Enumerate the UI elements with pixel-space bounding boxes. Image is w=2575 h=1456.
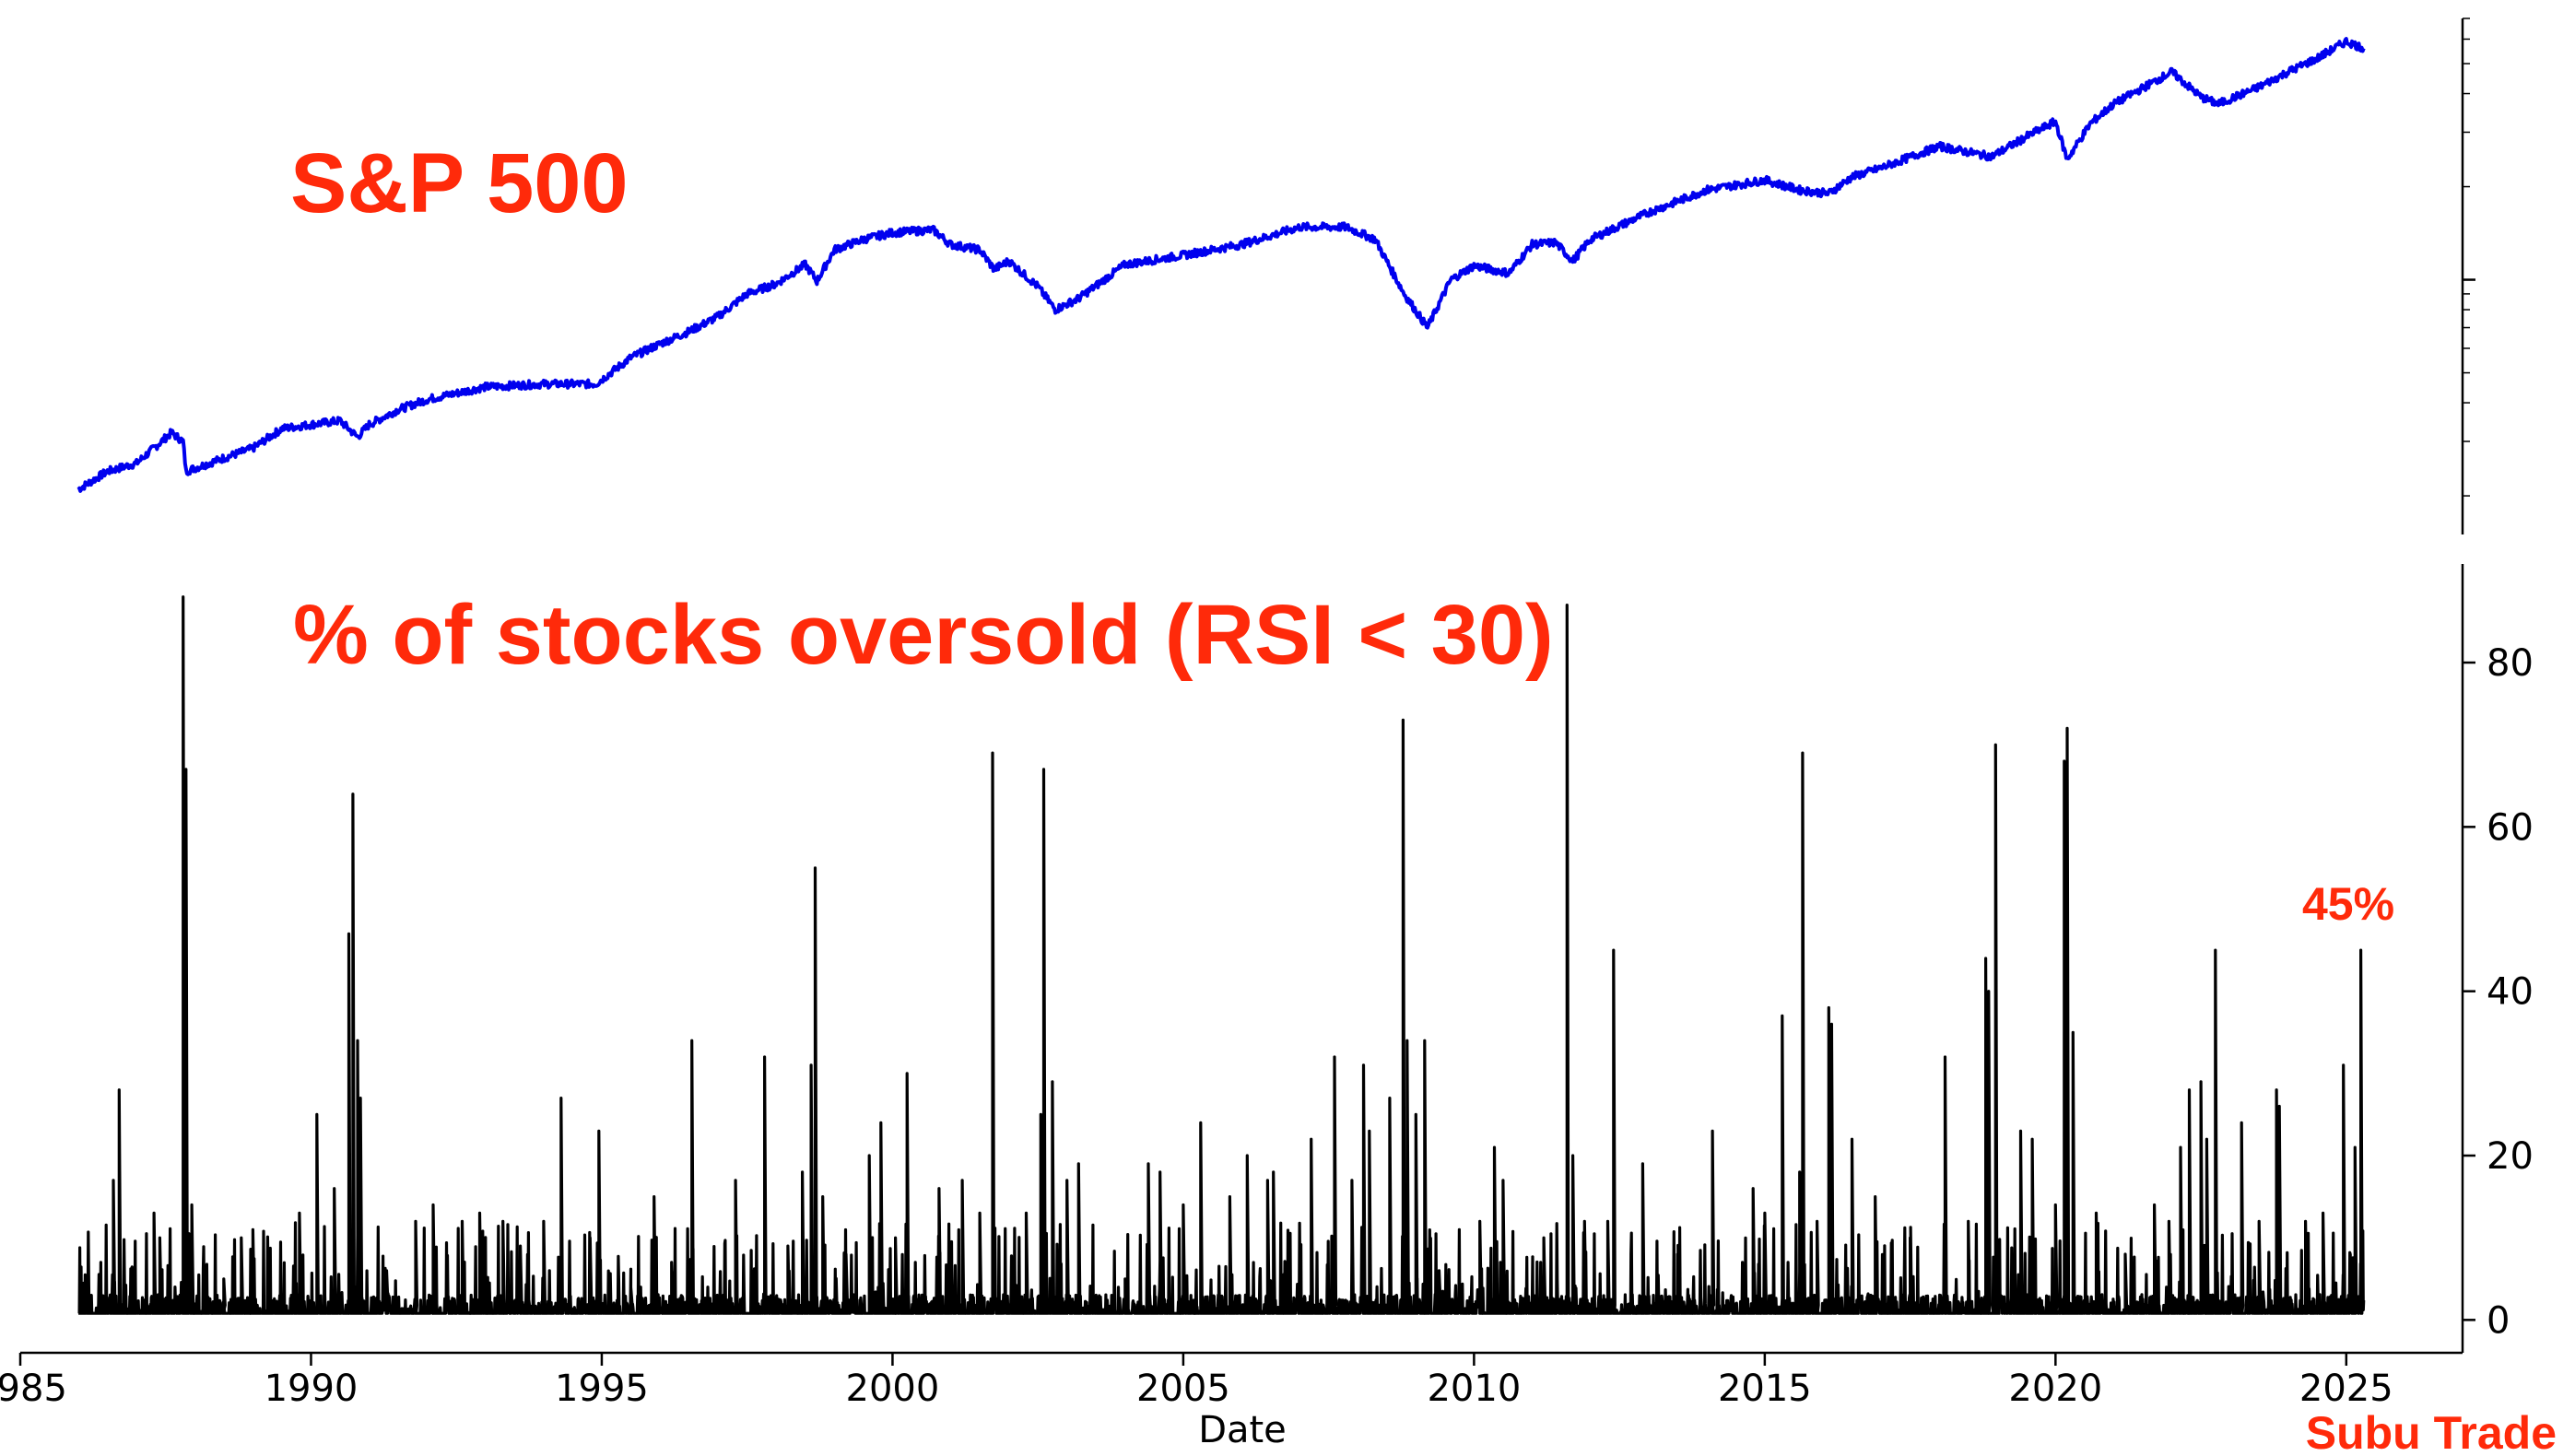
- y-tick-label: 0: [2487, 1299, 2510, 1342]
- y-tick-label: 60: [2487, 806, 2534, 849]
- y-tick-label: 20: [2487, 1135, 2534, 1178]
- x-tick-label: 2025: [2299, 1368, 2393, 1410]
- x-tick-label: 2000: [846, 1368, 940, 1410]
- sp500-panel: [76, 18, 2475, 534]
- x-tick-label: 2020: [2008, 1368, 2102, 1410]
- last-value-label: 45%: [2302, 878, 2394, 930]
- oversold-panel: 1985 1990 1995 2000 2005 2010 2015 2020 2025 0 20 4…: [0, 564, 2534, 1410]
- watermark: Subu Trade: [2306, 1407, 2557, 1456]
- y-tick-label: 80: [2487, 642, 2534, 685]
- x-tick-label: 2005: [1136, 1368, 1230, 1410]
- x-tick-label: 1995: [555, 1368, 649, 1410]
- x-tick-label: 2015: [1718, 1368, 1812, 1410]
- y-tick-label: 40: [2487, 971, 2534, 1014]
- x-tick-label: 2010: [1427, 1368, 1521, 1410]
- oversold-line: [77, 595, 2366, 1315]
- x-tick-label: 1985: [0, 1368, 67, 1410]
- x-tick-label: 1990: [265, 1368, 359, 1410]
- x-axis-title: Date: [1198, 1409, 1287, 1451]
- oversold-title: % of stocks oversold (RSI < 30): [293, 588, 1554, 682]
- sp500-title: S&P 500: [290, 136, 629, 230]
- sp500-line: [76, 37, 2366, 493]
